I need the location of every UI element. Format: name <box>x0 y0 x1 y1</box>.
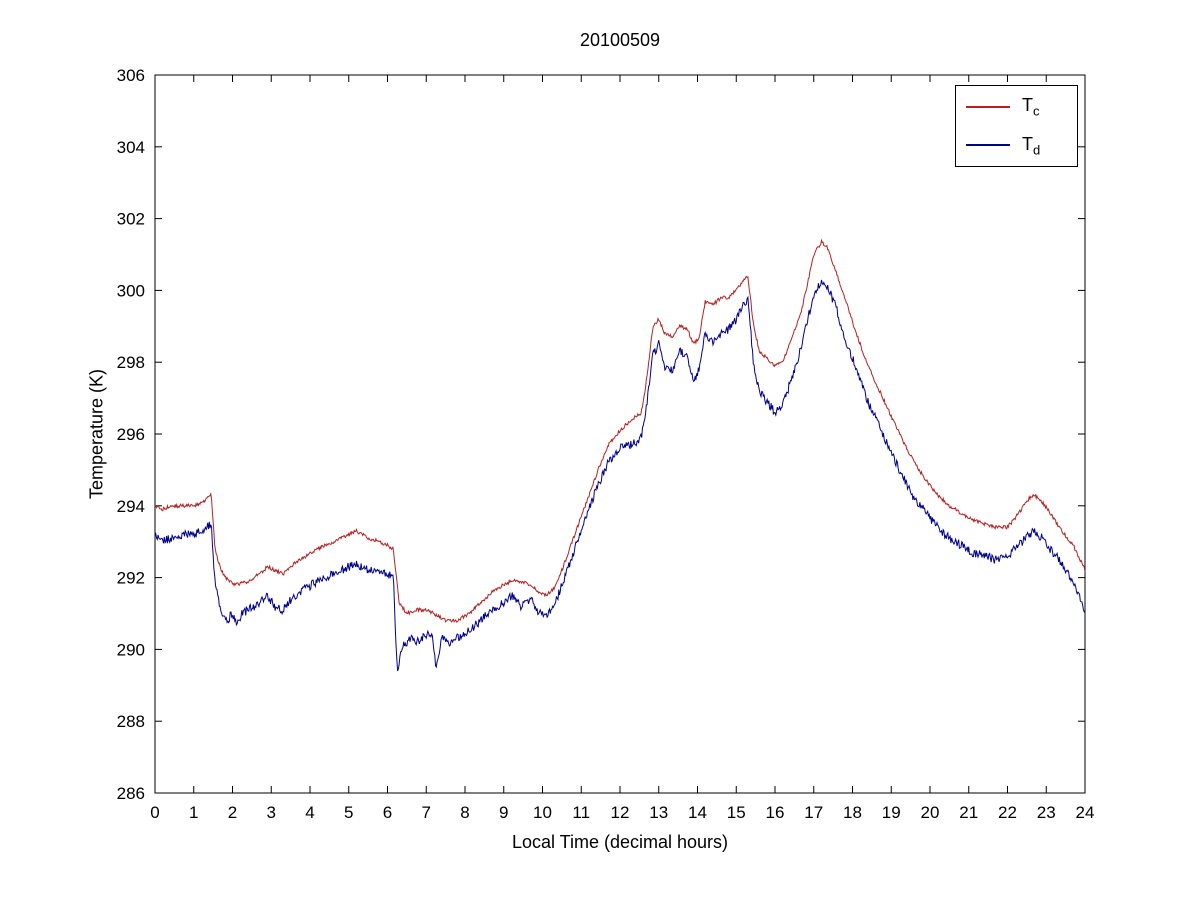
chart-title: 20100509 <box>579 30 661 50</box>
legend-label-td-sub: d <box>1033 142 1041 158</box>
y-tick-label: 300 <box>117 281 145 300</box>
legend-label-tc-sub: c <box>1033 103 1040 119</box>
series-line-tc <box>154 238 1086 623</box>
legend: Tc Td <box>955 85 1078 167</box>
x-tick-label: 23 <box>1037 803 1056 822</box>
x-tick-label: 8 <box>460 803 469 822</box>
x-tick-label: 12 <box>611 803 630 822</box>
legend-label-tc: Tc <box>1022 96 1040 118</box>
y-tick-label: 294 <box>117 497 145 516</box>
axes-frame <box>154 74 1086 794</box>
y-tick-label: 296 <box>117 425 145 444</box>
x-tick-label: 15 <box>727 803 746 822</box>
x-tick-label: 9 <box>499 803 508 822</box>
y-tick-label: 302 <box>117 210 145 229</box>
x-tick-label: 24 <box>1076 803 1095 822</box>
y-tick-label: 292 <box>117 569 145 588</box>
x-tick-label: 0 <box>150 803 159 822</box>
legend-line-sample-td <box>966 144 1010 147</box>
x-tick-label: 22 <box>998 803 1017 822</box>
x-tick-label: 6 <box>383 803 392 822</box>
x-tick-label: 4 <box>305 803 314 822</box>
x-tick-label: 1 <box>189 803 198 822</box>
legend-label-td-main: T <box>1022 133 1033 154</box>
series-line-td <box>154 279 1086 672</box>
y-axis-label: Temperature (K) <box>86 368 107 500</box>
x-tick-label: 19 <box>882 803 901 822</box>
x-tick-label: 7 <box>422 803 431 822</box>
x-tick-label: 17 <box>804 803 823 822</box>
legend-line-sample-tc <box>966 105 1010 108</box>
y-tick-label: 306 <box>117 66 145 85</box>
x-tick-label: 2 <box>228 803 237 822</box>
y-tick-label: 298 <box>117 353 145 372</box>
x-tick-label: 3 <box>267 803 276 822</box>
x-tick-label: 14 <box>688 803 707 822</box>
x-tick-label: 13 <box>649 803 668 822</box>
y-tick-label: 286 <box>117 784 145 803</box>
legend-label-tc-main: T <box>1022 94 1033 115</box>
x-tick-label: 5 <box>344 803 353 822</box>
x-tick-label: 21 <box>959 803 978 822</box>
legend-entry-td: Td <box>956 127 1077 163</box>
x-tick-label: 16 <box>766 803 785 822</box>
y-tick-label: 288 <box>117 712 145 731</box>
y-tick-label: 290 <box>117 640 145 659</box>
y-tick-label: 304 <box>117 138 145 157</box>
x-tick-label: 10 <box>533 803 552 822</box>
x-axis-label: Local Time (decimal hours) <box>511 832 729 852</box>
x-tick-label: 18 <box>843 803 862 822</box>
x-tick-label: 20 <box>921 803 940 822</box>
legend-label-td: Td <box>1022 135 1040 157</box>
x-tick-label: 11 <box>572 803 590 822</box>
legend-entry-tc: Tc <box>956 89 1077 125</box>
